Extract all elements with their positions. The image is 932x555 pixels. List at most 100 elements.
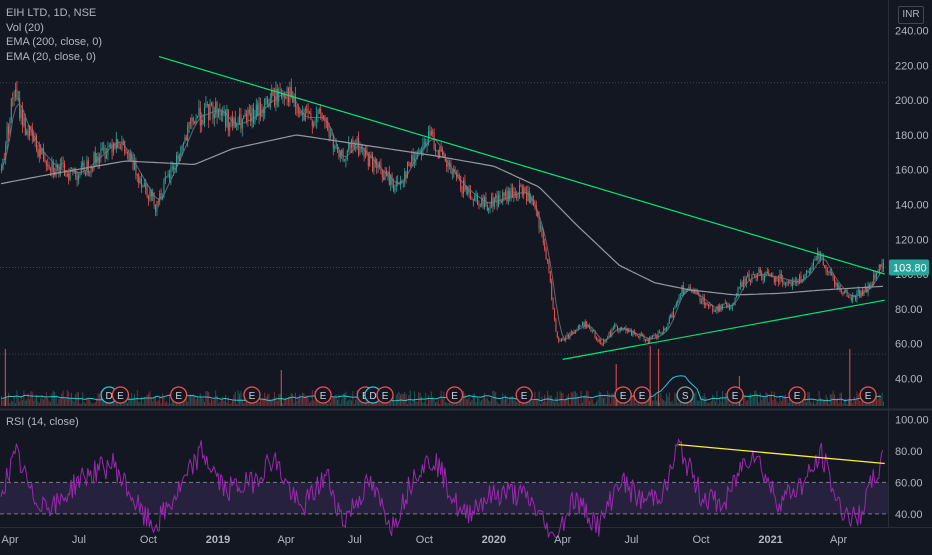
volume-bar [482,396,484,406]
candle-body [836,282,838,288]
candle-body [339,152,341,158]
time-axis-tick: Apr [277,534,294,546]
candle-body [467,186,469,194]
volume-bar [715,401,716,406]
candle-body [713,311,715,313]
volume-bar [463,390,464,406]
volume-bar [346,401,348,406]
volume-bar [286,399,288,406]
volume-bar [793,401,795,406]
candle-body [197,116,198,119]
volume-bar [814,403,816,406]
volume-bar [296,400,298,406]
volume-bar [750,393,751,406]
indicator-volume[interactable]: Vol (20) [6,21,44,34]
volume-bar [817,400,819,406]
volume-bar [156,401,158,406]
volume-bar [555,397,557,406]
currency-button[interactable]: INR [898,6,924,24]
volume-bar [374,401,376,406]
volume-bar [663,400,665,406]
volume-bar [537,399,539,406]
candle-body [470,189,471,199]
candle-body [801,280,803,283]
candle-body [433,132,435,149]
candle-body [268,103,270,107]
volume-bar [44,397,46,406]
candle-body [9,120,11,134]
volume-bar [502,393,504,406]
volume-bar [47,397,49,406]
candle-body [274,95,275,106]
candle-body [300,111,302,115]
volume-bar [551,395,553,406]
volume-bar [422,402,424,406]
candle-body [577,326,579,329]
candle-body [514,191,516,194]
candle-body [62,163,64,164]
volume-bar [827,397,828,406]
volume-bar [295,392,296,406]
volume-bar [136,390,138,406]
ema20-line [0,91,884,341]
candle-body [136,174,138,176]
volume-bar [706,402,708,406]
candle-body [638,336,639,338]
candle-body [19,98,21,119]
candle-body [730,307,732,309]
volume-bar [540,403,541,406]
candle-body [880,265,882,267]
candle-body [253,108,254,123]
volume-bar [194,395,196,406]
candle-body [806,270,807,275]
candle-body [759,269,761,273]
volume-bar [822,399,824,406]
candle-body [141,179,142,188]
candle-body [789,282,791,284]
candle-body [201,119,203,126]
volume-bar [778,403,779,406]
candle-body [246,113,247,121]
volume-bar [449,402,450,406]
candle-body [451,172,453,174]
indicator-ema200[interactable]: EMA (200, close, 0) [6,36,102,48]
candle-body [572,331,574,333]
volume-bar [694,393,695,406]
rsi-legend[interactable]: RSI (14, close) [6,416,79,428]
volume-bar [535,399,537,406]
volume-bar [853,396,855,406]
candle-body [743,278,744,288]
candle-body [843,290,845,294]
volume-bar [157,400,159,406]
volume-bar [145,398,147,406]
volume-spike-bar [849,349,851,406]
candle-body [408,161,410,166]
candle-body [10,98,12,121]
volume-bar [558,403,560,406]
symbol-title[interactable]: EIH LTD, 1D, NSE [6,7,97,19]
volume-bar [835,399,837,406]
volume-bar [471,399,473,406]
candle-body [117,139,119,148]
candle-body [45,161,47,166]
volume-bar [150,398,152,406]
volume-bar [26,399,28,406]
candle-body [549,271,551,283]
candle-body [698,292,700,296]
price-axis-tick: 160.00 [895,165,929,177]
volume-bar [341,399,343,406]
volume-bar [670,402,672,406]
candle-body [659,332,660,334]
volume-bar [566,395,568,406]
volume-bar [828,403,830,406]
candle-body [471,198,473,200]
candle-body [621,327,623,331]
candle-body [750,280,751,282]
indicator-ema20[interactable]: EMA (20, close, 0) [6,50,96,63]
volume-bar [216,395,218,406]
candle-body [778,278,779,283]
event-marker-e [170,386,188,404]
candle-body [772,276,774,278]
candle-body [311,120,313,126]
